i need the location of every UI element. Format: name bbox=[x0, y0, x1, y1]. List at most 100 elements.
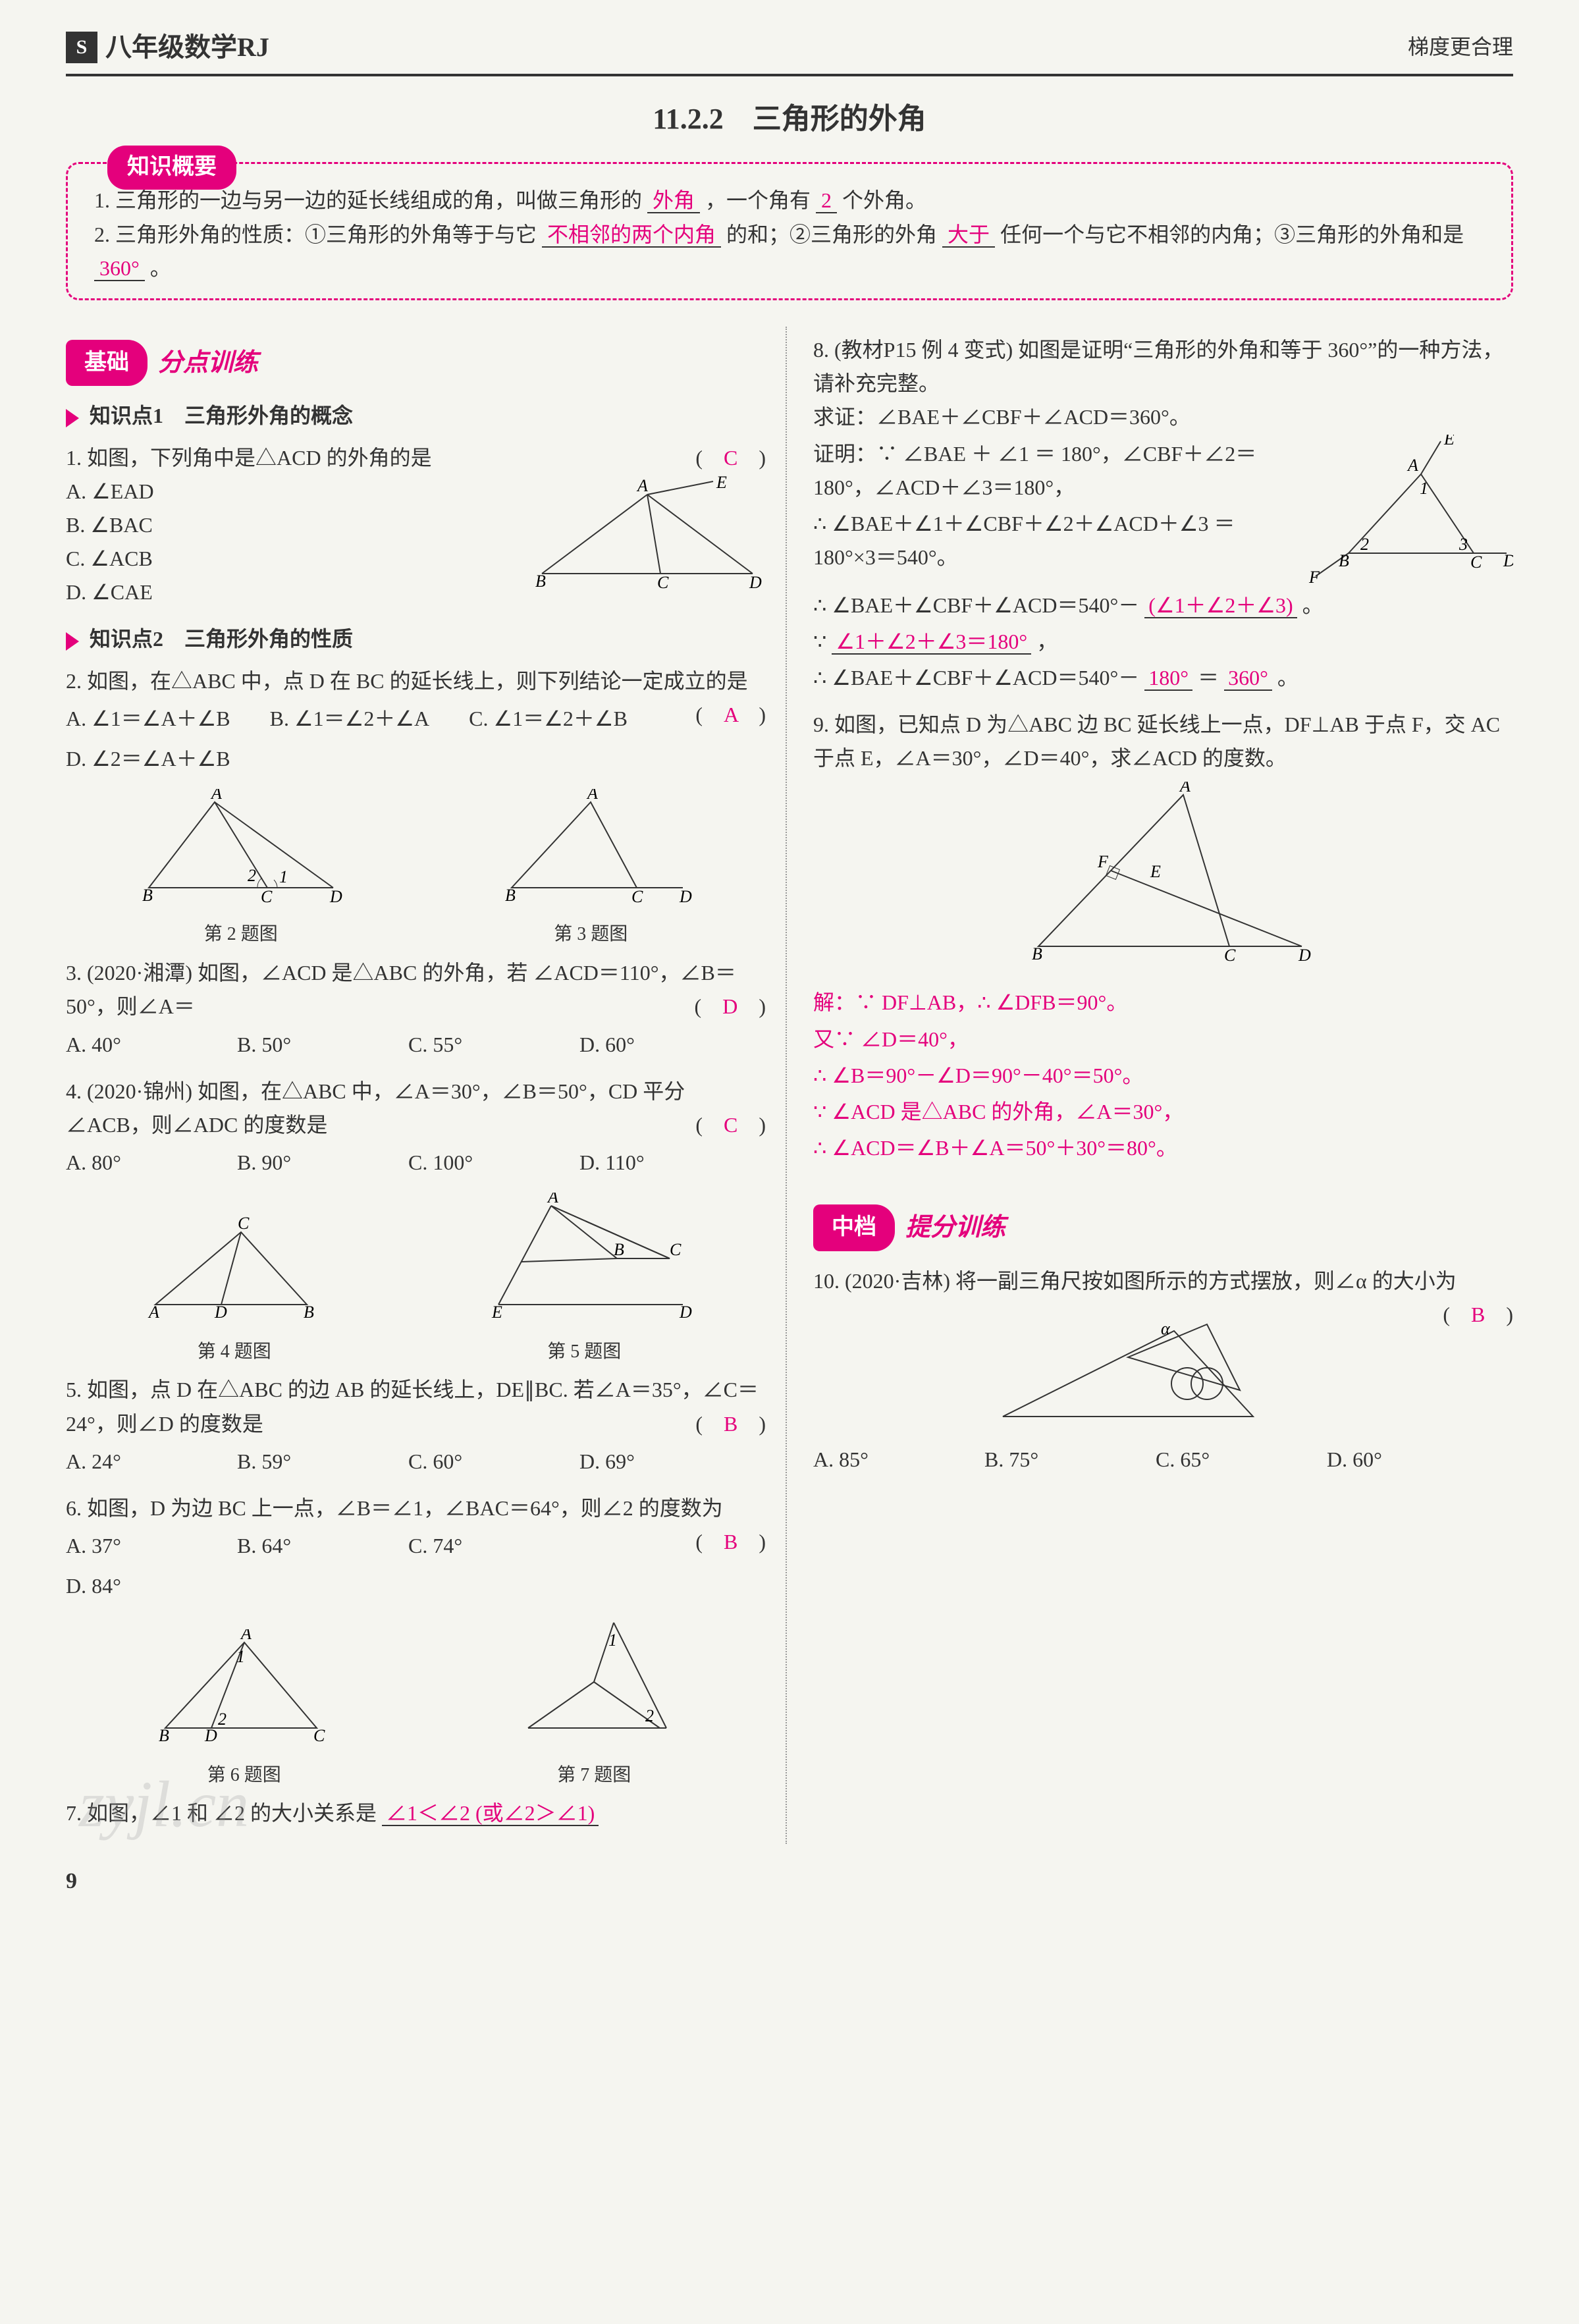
triangle-icon bbox=[66, 632, 79, 651]
fill-blank: (∠1＋∠2＋∠3) bbox=[1144, 593, 1297, 618]
svg-text:B: B bbox=[304, 1303, 314, 1322]
answer-paren: ( C ) bbox=[695, 441, 766, 475]
figure-q4: A B C D bbox=[136, 1212, 333, 1324]
fill-blank: ∠1＋∠2＋∠3＝180° bbox=[832, 630, 1031, 655]
kp-label: 知识点1 三角形外角的概念 bbox=[90, 404, 353, 427]
figure-q3: A B C D bbox=[485, 789, 696, 907]
page-header: S 八年级数学RJ 梯度更合理 bbox=[66, 26, 1513, 76]
figure-q10: α bbox=[963, 1305, 1293, 1436]
svg-text:F: F bbox=[1097, 852, 1109, 871]
solution-line: ∴ ∠B＝90°－∠D＝90°－40°＝50°。 bbox=[813, 1059, 1513, 1093]
question-2: 2. 如图，在△ABC 中，点 D 在 BC 的延长线上，则下列结论一定成立的是… bbox=[66, 664, 766, 776]
svg-text:1: 1 bbox=[608, 1631, 617, 1650]
svg-text:D: D bbox=[749, 573, 762, 592]
question-9: 9. 如图，已知点 D 为△ABC 边 BC 延长线上一点，DF⊥AB 于点 F… bbox=[813, 708, 1513, 1165]
figure-q7: 1 2 bbox=[502, 1616, 686, 1748]
page-number: 9 bbox=[66, 1864, 1513, 1899]
text: 2. 三角形外角的性质：①三角形的外角等于与它 bbox=[94, 223, 537, 246]
answer-paren: ( C ) bbox=[695, 1108, 766, 1142]
text: 。 bbox=[1277, 666, 1298, 689]
option-c: C. 60° bbox=[408, 1445, 540, 1478]
proof-line: ∴ ∠BAE＋∠1＋∠CBF＋∠2＋∠ACD＋∠3 ＝ 180°×3＝540°。 bbox=[813, 507, 1289, 574]
svg-text:A: A bbox=[240, 1629, 252, 1643]
section-pill: 中档 bbox=[813, 1204, 895, 1251]
svg-text:A: A bbox=[210, 789, 222, 803]
option-d: D. 84° bbox=[66, 1569, 198, 1603]
text: ＝ bbox=[1198, 666, 1219, 689]
option-b: B. 59° bbox=[237, 1445, 369, 1478]
answer: B bbox=[724, 1412, 737, 1436]
answer: C bbox=[724, 446, 737, 470]
fill-blank: 不相邻的两个内角 bbox=[542, 223, 721, 248]
svg-text:C: C bbox=[261, 887, 273, 906]
answer-paren: ( B ) bbox=[695, 1407, 766, 1441]
fill-blank: 180° bbox=[1144, 666, 1192, 691]
option-b: B. 64° bbox=[237, 1529, 369, 1563]
question-10: 10. (2020·吉林) 将一副三角尺按如图所示的方式摆放，则∠α 的大小为 … bbox=[813, 1264, 1513, 1476]
svg-text:C: C bbox=[238, 1214, 250, 1233]
svg-text:D: D bbox=[214, 1303, 227, 1322]
stem: 9. 如图，已知点 D 为△ABC 边 BC 延长线上一点，DF⊥AB 于点 F… bbox=[813, 708, 1513, 775]
svg-text:B: B bbox=[159, 1726, 169, 1745]
svg-text:B: B bbox=[505, 886, 516, 905]
fill-blank: 2 bbox=[816, 188, 837, 213]
lesson-title: 11.2.2 三角形的外角 bbox=[66, 96, 1513, 142]
svg-text:3: 3 bbox=[1459, 535, 1468, 554]
svg-text:A: A bbox=[1179, 782, 1191, 796]
svg-text:D: D bbox=[1503, 551, 1513, 570]
solution-line: ∵ ∠ACD 是△ABC 的外角，∠A＝30°， bbox=[813, 1095, 1513, 1129]
stem: 6. 如图，D 为边 BC 上一点，∠B＝∠1，∠BAC＝64°，则∠2 的度数… bbox=[66, 1496, 723, 1520]
option-b: B. 90° bbox=[237, 1146, 369, 1179]
knowledge-line-2: 2. 三角形外角的性质：①三角形的外角等于与它 不相邻的两个内角 的和；②三角形… bbox=[94, 218, 1485, 285]
question-3: 3. (2020·湘潭) 如图，∠ACD 是△ABC 的外角，若 ∠ACD＝11… bbox=[66, 956, 766, 1062]
svg-text:A: A bbox=[586, 789, 598, 803]
question-6: 6. 如图，D 为边 BC 上一点，∠B＝∠1，∠BAC＝64°，则∠2 的度数… bbox=[66, 1492, 766, 1604]
svg-text:A: A bbox=[547, 1193, 558, 1206]
answer-paren: ( B ) bbox=[695, 1525, 766, 1559]
left-column: 基础 分点训练 知识点1 三角形外角的概念 1. 如图，下列角中是△ACD 的外… bbox=[66, 327, 787, 1844]
caption: 第 5 题图 bbox=[472, 1338, 696, 1367]
fill-blank: 外角 bbox=[647, 188, 700, 213]
logo-box: S 八年级数学RJ bbox=[66, 26, 269, 68]
proof-line: ∴ ∠BAE＋∠CBF＋∠ACD＝540°－ 180° ＝ 360° 。 bbox=[813, 661, 1513, 695]
proof-line: ∵ ∠1＋∠2＋∠3＝180° ， bbox=[813, 625, 1513, 659]
option-c: C. 100° bbox=[408, 1146, 540, 1179]
answer: B bbox=[724, 1530, 737, 1554]
section-sub: 提分训练 bbox=[905, 1208, 1005, 1248]
option-a: A. 85° bbox=[813, 1443, 945, 1476]
knowledge-box: 知识概要 1. 三角形的一边与另一边的延长线组成的角，叫做三角形的 外角 ，一个… bbox=[66, 162, 1513, 300]
option-c: C. 74° bbox=[408, 1529, 540, 1563]
option-a: A. 40° bbox=[66, 1028, 198, 1062]
proof-line: ∴ ∠BAE＋∠CBF＋∠ACD＝540°－ (∠1＋∠2＋∠3) 。 bbox=[813, 589, 1513, 622]
caption: 第 4 题图 bbox=[136, 1338, 333, 1367]
svg-text:2: 2 bbox=[1360, 535, 1369, 554]
fill-blank: 360° bbox=[1224, 666, 1272, 691]
svg-text:C: C bbox=[1470, 553, 1482, 572]
triangle-icon bbox=[66, 409, 79, 427]
option-b: B. 50° bbox=[237, 1028, 369, 1062]
question-4: 4. (2020·锦州) 如图，在△ABC 中，∠A＝30°，∠B＝50°，CD… bbox=[66, 1075, 766, 1180]
svg-text:E: E bbox=[491, 1303, 502, 1322]
caption: 第 2 题图 bbox=[136, 920, 346, 950]
option-d: D. ∠CAE bbox=[66, 576, 516, 609]
knowledge-point-2: 知识点2 三角形外角的性质 bbox=[66, 622, 766, 656]
stem: 求证：∠BAE＋∠CBF＋∠ACD＝360°。 bbox=[813, 400, 1513, 434]
stem: 3. (2020·湘潭) 如图，∠ACD 是△ABC 的外角，若 ∠ACD＝11… bbox=[66, 961, 736, 1018]
right-column: 8. (教材P15 例 4 变式) 如图是证明“三角形的外角和等于 360°”的… bbox=[813, 327, 1513, 1844]
svg-text:E: E bbox=[1443, 435, 1455, 448]
option-b: B. ∠1＝∠2＋∠A bbox=[270, 702, 430, 736]
svg-text:A: A bbox=[1406, 456, 1418, 475]
fill-blank: 360° bbox=[94, 256, 145, 281]
text: ，一个角有 bbox=[705, 188, 811, 212]
svg-text:D: D bbox=[1298, 946, 1311, 965]
header-tagline: 梯度更合理 bbox=[1408, 30, 1513, 64]
text: 。 bbox=[1302, 593, 1324, 617]
answer: B bbox=[1471, 1303, 1485, 1326]
option-c: C. 55° bbox=[408, 1028, 540, 1062]
option-d: D. 60° bbox=[579, 1028, 711, 1062]
option-c: C. ∠1＝∠2＋∠B bbox=[469, 702, 628, 736]
logo-icon: S bbox=[66, 32, 97, 63]
answer: D bbox=[722, 994, 737, 1018]
option-a: A. ∠EAD bbox=[66, 475, 516, 508]
svg-text:E: E bbox=[1150, 862, 1161, 881]
